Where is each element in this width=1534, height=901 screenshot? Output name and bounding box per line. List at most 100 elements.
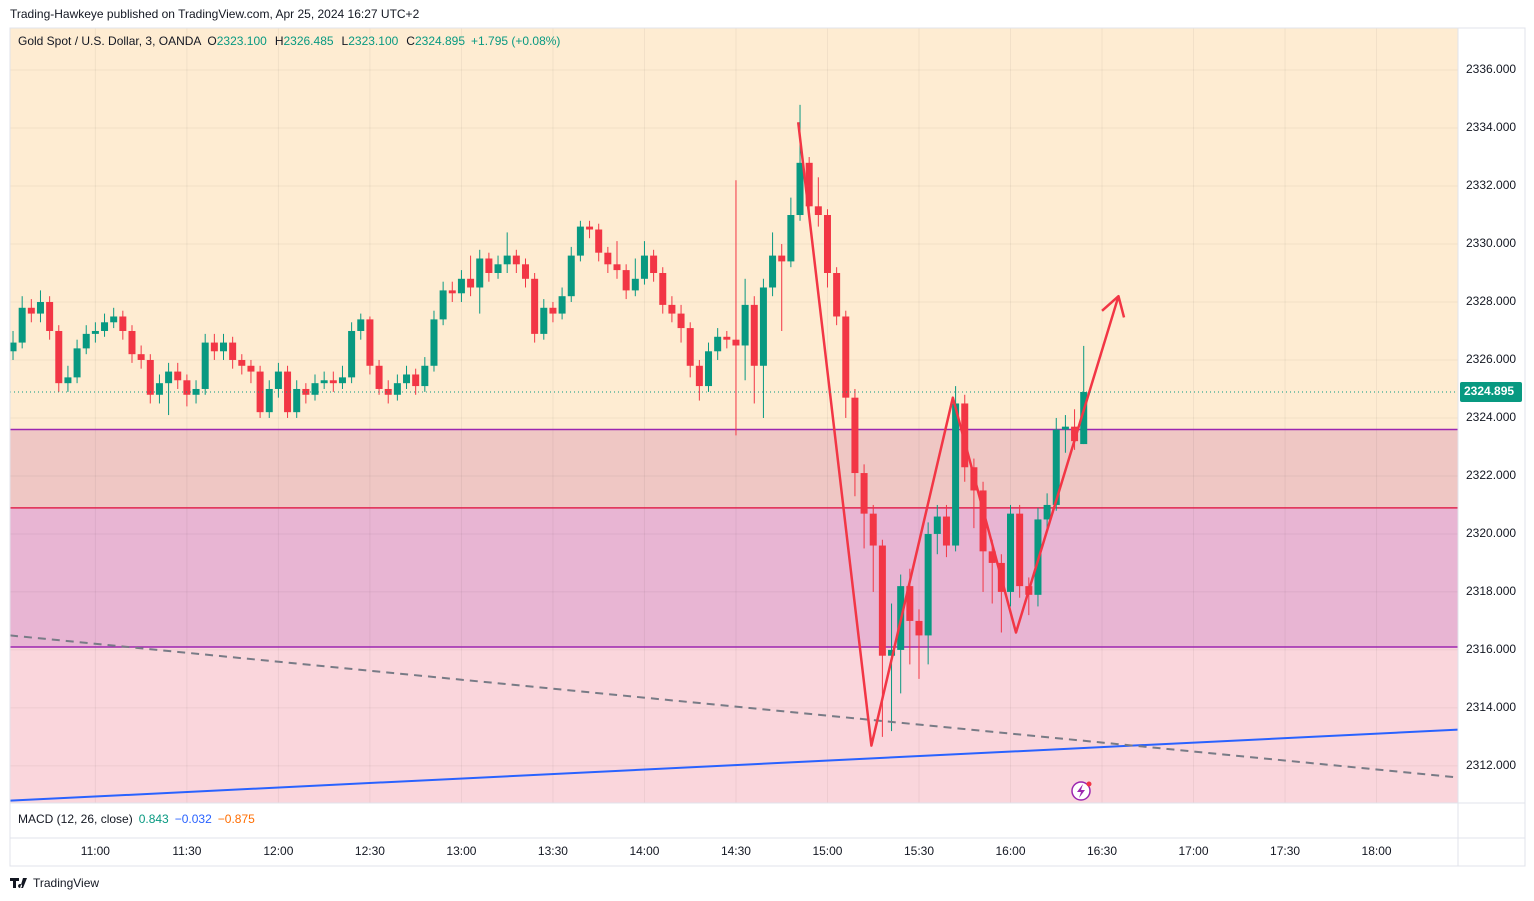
candle-body — [201, 342, 209, 389]
candle-body — [1043, 504, 1051, 520]
candle-body — [467, 278, 475, 288]
candle-body — [36, 301, 44, 314]
legend-key: O — [207, 34, 216, 48]
candle-body — [1080, 392, 1088, 445]
candle-body — [613, 264, 621, 271]
brand: TradingView — [33, 876, 99, 890]
candle-body — [485, 258, 493, 273]
zone — [10, 429, 1458, 508]
candle-body — [18, 307, 26, 343]
legend-key: H — [275, 34, 284, 48]
candle-body — [329, 380, 337, 384]
y-tick-label: 2334.000 — [1466, 120, 1516, 134]
candle-body — [540, 307, 548, 334]
candle-body — [952, 403, 960, 546]
candle-body — [723, 336, 731, 340]
candle-body — [494, 264, 502, 273]
y-tick-label: 2322.000 — [1466, 468, 1516, 482]
candle-body — [219, 342, 227, 352]
candle-body — [110, 316, 118, 323]
candle-body — [650, 255, 658, 273]
candle-body — [64, 377, 72, 384]
legend-value: 2323.100 — [348, 34, 398, 48]
candle-body — [778, 255, 786, 262]
candle-body — [55, 330, 63, 384]
candle-body — [439, 290, 447, 320]
candle-body — [9, 342, 17, 352]
candle-body — [750, 304, 758, 366]
legend-change: +1.795 (+0.08%) — [471, 34, 560, 48]
x-tick-label: 11:30 — [172, 844, 201, 858]
x-tick-label: 17:30 — [1270, 844, 1300, 858]
candle-body — [521, 264, 529, 279]
candle-body — [888, 649, 896, 656]
x-tick-label: 13:00 — [446, 844, 476, 858]
candle-body — [769, 255, 777, 288]
candle-body — [668, 304, 676, 314]
candle-body — [1071, 426, 1079, 442]
y-tick-label: 2332.000 — [1466, 178, 1516, 192]
candle-body — [933, 516, 941, 534]
candle-body — [860, 473, 868, 514]
y-tick-label: 2328.000 — [1466, 294, 1516, 308]
zone — [10, 647, 1458, 803]
candle-body — [622, 270, 630, 291]
indicator-legend: MACD (12, 26, close) 0.843 −0.032 −0.875 — [18, 812, 255, 826]
candle-body — [576, 226, 584, 256]
candle-body — [46, 301, 54, 331]
candle-body — [302, 388, 310, 395]
x-tick-label: 11:00 — [81, 844, 110, 858]
candle-body — [403, 374, 411, 384]
x-tick-label: 16:30 — [1087, 844, 1117, 858]
candle-body — [759, 287, 767, 366]
x-tick-label: 13:30 — [538, 844, 568, 858]
candle-body — [549, 307, 557, 314]
y-tick-label: 2316.000 — [1466, 642, 1516, 656]
legend-title: Gold Spot / U.S. Dollar, 3, OANDA — [18, 34, 201, 48]
candle-body — [906, 586, 914, 621]
candle-body — [787, 215, 795, 262]
candle-body — [27, 307, 35, 314]
candle-body — [1016, 513, 1024, 587]
x-tick-label: 15:30 — [904, 844, 934, 858]
zigzag-path — [796, 122, 1120, 747]
candle-body — [842, 316, 850, 398]
candle-body — [155, 383, 163, 395]
x-tick-label: 14:30 — [721, 844, 751, 858]
y-tick-label: 2326.000 — [1466, 352, 1516, 366]
indicator-value: −0.875 — [218, 812, 255, 826]
candle-body — [686, 328, 694, 366]
legend-value: 2324.895 — [415, 34, 465, 48]
candle-body — [393, 383, 401, 395]
candle-body — [1007, 513, 1015, 592]
candle-body — [165, 371, 173, 384]
legend: Gold Spot / U.S. Dollar, 3, OANDA O 2323.1… — [18, 34, 560, 48]
candle-body — [293, 388, 301, 413]
candle-body — [924, 533, 932, 636]
candle-body — [714, 336, 722, 352]
candle-body — [91, 330, 99, 334]
frame — [9, 27, 1526, 867]
candle-body — [869, 513, 877, 546]
brand-logo — [10, 878, 27, 888]
candle-body — [412, 374, 420, 387]
flash-dot — [1086, 781, 1092, 787]
candle-body — [677, 313, 685, 329]
candle-body — [229, 342, 237, 360]
candle-body — [320, 380, 328, 384]
y-tick-label: 2330.000 — [1466, 236, 1516, 250]
candle-body — [448, 290, 456, 294]
candle-body — [503, 255, 511, 265]
candle-body — [73, 348, 81, 378]
candle-body — [82, 333, 90, 349]
candle-body — [430, 319, 438, 366]
candle-body — [833, 272, 841, 317]
candle-body — [284, 371, 292, 413]
candle-body — [174, 371, 182, 381]
candle-body — [823, 215, 831, 273]
candle-body — [741, 304, 749, 346]
candle-body — [558, 296, 566, 314]
trendline — [9, 634, 1459, 779]
candle-body — [137, 354, 145, 360]
